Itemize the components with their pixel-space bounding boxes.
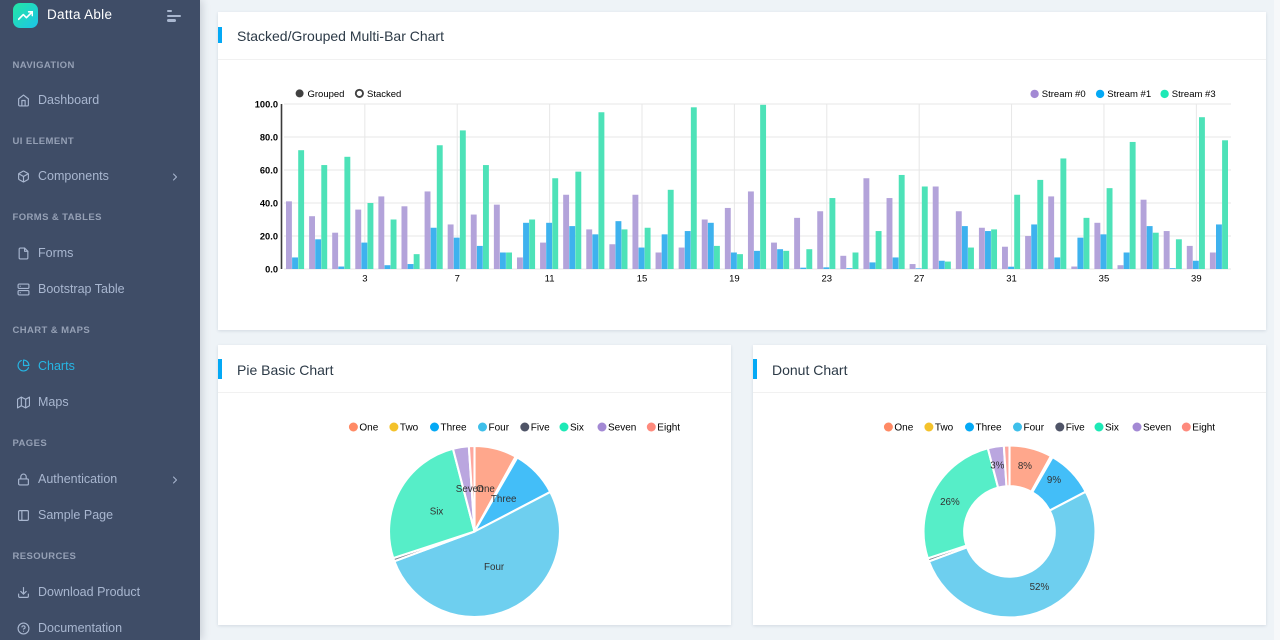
svg-text:0.0: 0.0 [265, 265, 278, 275]
svg-text:One: One [359, 423, 378, 434]
svg-text:Four: Four [1024, 423, 1045, 434]
svg-text:One: One [894, 423, 913, 434]
svg-text:Eight: Eight [1192, 423, 1215, 434]
svg-text:3: 3 [362, 274, 367, 285]
svg-text:35: 35 [1099, 274, 1110, 285]
svg-text:Six: Six [1105, 423, 1119, 434]
svg-text:19: 19 [729, 274, 740, 285]
svg-text:60.0: 60.0 [260, 166, 278, 176]
svg-text:7: 7 [455, 274, 460, 285]
svg-text:31: 31 [1006, 274, 1017, 285]
svg-text:Three: Three [441, 423, 468, 434]
svg-text:Five: Five [531, 423, 550, 434]
svg-text:8%: 8% [1018, 461, 1032, 472]
svg-text:39: 39 [1191, 274, 1202, 285]
svg-text:23: 23 [822, 274, 833, 285]
svg-text:Two: Two [400, 423, 419, 434]
svg-text:52%: 52% [1030, 582, 1050, 593]
svg-text:Seven: Seven [456, 484, 484, 495]
svg-text:Grouped: Grouped [308, 89, 345, 100]
svg-text:26%: 26% [940, 497, 960, 508]
svg-text:27: 27 [914, 274, 925, 285]
svg-text:Stream #0: Stream #0 [1042, 89, 1086, 100]
svg-text:Eight: Eight [657, 423, 680, 434]
svg-text:15: 15 [637, 274, 648, 285]
svg-text:Two: Two [935, 423, 954, 434]
svg-text:Stream #3: Stream #3 [1172, 89, 1216, 100]
svg-text:11: 11 [545, 274, 555, 285]
svg-text:20.0: 20.0 [260, 232, 278, 242]
svg-text:Seven: Seven [1143, 423, 1171, 434]
svg-text:9%: 9% [1047, 475, 1061, 486]
svg-text:Three: Three [976, 423, 1003, 434]
svg-text:Five: Five [1066, 423, 1085, 434]
svg-text:Four: Four [484, 562, 505, 573]
svg-text:Four: Four [489, 423, 510, 434]
svg-text:Six: Six [430, 507, 444, 518]
svg-text:Three: Three [491, 494, 517, 505]
svg-text:Six: Six [570, 423, 584, 434]
svg-text:Stacked: Stacked [367, 89, 401, 100]
svg-text:100.0: 100.0 [255, 100, 278, 110]
svg-text:3%: 3% [990, 461, 1004, 472]
svg-text:Stream #1: Stream #1 [1107, 89, 1151, 100]
svg-text:One: One [476, 484, 495, 495]
svg-text:80.0: 80.0 [260, 133, 278, 143]
svg-text:Seven: Seven [608, 423, 636, 434]
svg-text:40.0: 40.0 [260, 199, 278, 209]
